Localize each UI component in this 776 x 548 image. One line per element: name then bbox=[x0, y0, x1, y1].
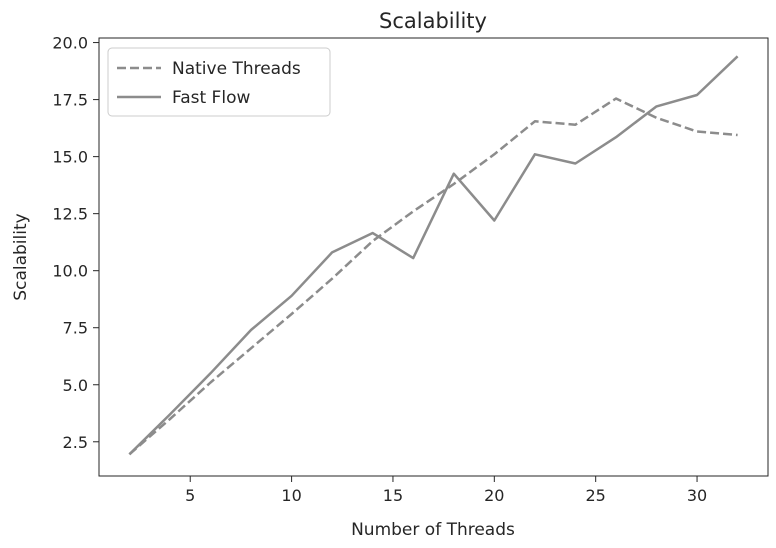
x-tick-label: 25 bbox=[586, 486, 606, 505]
legend-label: Native Threads bbox=[172, 59, 301, 79]
x-tick-label: 10 bbox=[281, 486, 301, 505]
series-line-fast-flow bbox=[128, 55, 739, 456]
chart-title: Scalability bbox=[379, 9, 487, 33]
x-axis-label: Number of Threads bbox=[351, 520, 515, 540]
y-tick-label: 20.0 bbox=[52, 34, 88, 53]
y-tick-label: 7.5 bbox=[63, 319, 88, 338]
plot-area bbox=[128, 55, 739, 456]
x-tick-label: 5 bbox=[185, 486, 195, 505]
plot-frame bbox=[98, 37, 769, 477]
x-tick-label: 20 bbox=[484, 486, 504, 505]
y-tick-label: 15.0 bbox=[52, 148, 88, 167]
x-axis: 5 10 15 20 25 30 bbox=[185, 476, 707, 505]
x-tick-label: 15 bbox=[383, 486, 403, 505]
y-axis: 2.5 5.0 7.5 10.0 12.5 15.0 17.5 20.0 bbox=[52, 34, 99, 452]
y-tick-label: 2.5 bbox=[63, 433, 88, 452]
y-tick-label: 17.5 bbox=[52, 91, 88, 110]
legend: Native Threads Fast Flow bbox=[107, 47, 331, 117]
y-tick-label: 10.0 bbox=[52, 262, 88, 281]
legend-label: Fast Flow bbox=[172, 88, 250, 108]
x-tick-label: 30 bbox=[687, 486, 707, 505]
legend-box bbox=[107, 47, 331, 117]
y-tick-label: 12.5 bbox=[52, 205, 88, 224]
y-tick-label: 5.0 bbox=[63, 376, 88, 395]
series-line-native-threads bbox=[128, 97, 738, 456]
y-axis-label: Scalability bbox=[11, 213, 31, 300]
